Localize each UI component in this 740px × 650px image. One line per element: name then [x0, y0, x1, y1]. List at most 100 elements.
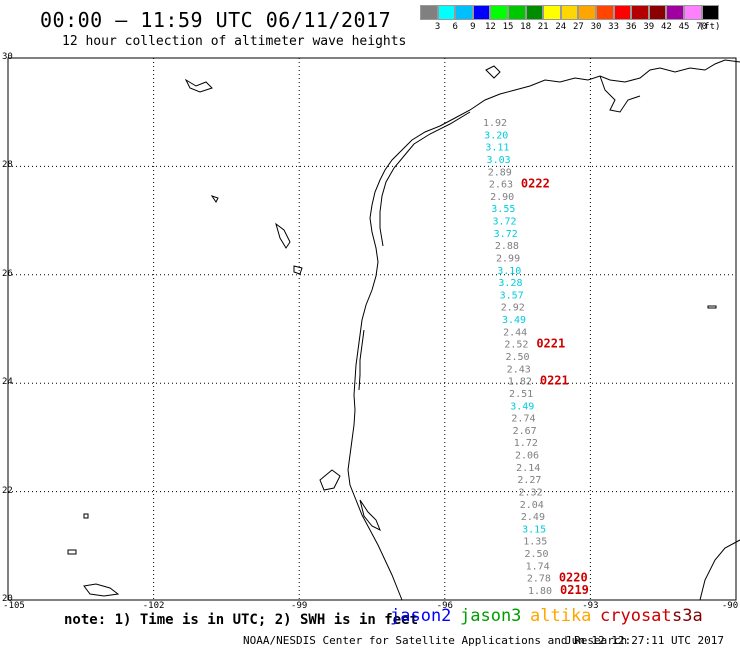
wave-height-value: 3.10: [497, 266, 521, 277]
legend-swatch: [613, 5, 632, 20]
legend-label: 9: [470, 22, 476, 32]
wave-height-value: 2.04: [520, 500, 544, 511]
wave-height-value: 2.14: [516, 463, 540, 474]
wave-height-value: 3.49: [502, 315, 526, 326]
footer-credit: NOAA/NESDIS Center for Satellite Applica…: [243, 634, 628, 647]
legend-unit: (ft): [698, 22, 721, 32]
footer-timestamp: Jun 12 12:27:11 UTC 2017: [565, 634, 724, 647]
wave-height-value: 2.44: [503, 327, 527, 338]
page-subtitle: 12 hour collection of altimeter wave hei…: [62, 34, 407, 49]
legend-swatch: [648, 5, 667, 20]
legend-label: 70: [696, 22, 708, 32]
longitude-label: -96: [436, 601, 453, 611]
satellite-jason3: jason3: [460, 606, 522, 626]
legend-label: 30: [590, 22, 602, 32]
lake-2: [275, 222, 291, 249]
wave-height-value: 2.99: [496, 253, 520, 264]
legend-swatch: [543, 5, 561, 20]
lake-8: [707, 305, 717, 309]
wave-height-value: 2.78: [527, 574, 551, 585]
legend-swatch: [666, 5, 684, 20]
legend-swatch: [472, 5, 491, 20]
satellite-altika: altika: [530, 606, 592, 626]
legend-label: 36: [625, 22, 637, 32]
legend-swatch: [490, 5, 508, 20]
wave-height-value: 2.50: [506, 352, 530, 363]
pass-time-label: 0221: [540, 374, 569, 388]
graticule: [8, 58, 736, 600]
longitude-label: -102: [142, 601, 165, 611]
wave-height-value: 1.35: [523, 537, 547, 548]
legend-label: 24: [555, 22, 567, 32]
legend-label: 15: [502, 22, 514, 32]
lake-4: [210, 195, 219, 203]
latitude-label: 26: [2, 268, 13, 279]
delta-outline: [599, 75, 641, 113]
wave-height-value: 2.27: [517, 475, 541, 486]
wave-height-value: 2.50: [524, 549, 548, 560]
legend-label: 12: [484, 22, 496, 32]
lake-6: [67, 549, 77, 555]
wave-height-value: 1.72: [514, 438, 538, 449]
inland-lakes: [67, 65, 717, 597]
wave-height-value: 2.92: [501, 303, 525, 314]
lake-9: [319, 469, 341, 491]
satellite-s3a: s3a: [672, 606, 703, 626]
lake-1: [184, 78, 213, 93]
wave-height-value: 3.15: [522, 524, 546, 535]
wave-height-value: 2.32: [519, 487, 543, 498]
wave-height-value: 1.80: [528, 586, 552, 597]
wave-height-value: 2.89: [488, 167, 512, 178]
legend-label: 6: [452, 22, 458, 32]
legend-swatch: [578, 5, 596, 20]
legend-swatch: [631, 5, 649, 20]
wave-height-value: 1.92: [483, 118, 507, 129]
wave-height-value: 3.49: [510, 401, 534, 412]
wave-height-value: 3.28: [498, 278, 522, 289]
legend-label: 27: [572, 22, 584, 32]
satellite-jason2: jason2: [390, 606, 452, 626]
wave-height-value: 3.72: [492, 217, 516, 228]
legend-swatch: [437, 5, 456, 20]
longitude-label: -93: [582, 601, 599, 611]
legend-swatch: [560, 5, 579, 20]
latitude-label: 30: [2, 52, 13, 62]
latitude-label: 24: [2, 377, 13, 388]
pass-time-label: 0222: [521, 177, 550, 191]
wave-height-value: 2.67: [513, 426, 537, 437]
legend-swatch: [683, 5, 702, 20]
wave-height-value: 2.52: [504, 340, 528, 351]
footer-note: note: 1) Time is in UTC; 2) SWH is in fe…: [64, 612, 419, 628]
legend-swatch: [701, 5, 720, 20]
wave-height-value: 2.90: [490, 192, 514, 203]
coastline: [347, 59, 740, 601]
page-title: 00:00 — 11:59 UTC 06/11/2017: [40, 8, 392, 32]
lake-7: [83, 513, 89, 519]
wave-height-value: 2.63: [489, 180, 513, 191]
pass-time-label: 0220: [559, 571, 588, 585]
legend-label: 45: [678, 22, 690, 32]
legend-label: 18: [520, 22, 532, 32]
wave-height-value: 3.55: [491, 204, 515, 215]
lake-3: [293, 265, 303, 275]
legend-swatch: [507, 5, 526, 20]
legend-swatch: [455, 5, 473, 20]
legend-swatch: [525, 5, 544, 20]
yucatan-coast: [699, 539, 740, 601]
longitude-label: -90: [721, 601, 739, 611]
gulf-coastline: [347, 59, 740, 601]
legend-label: 33: [608, 22, 620, 32]
pass-time-label: 0219: [560, 583, 589, 597]
latitude-label: 28: [2, 160, 13, 171]
wave-height-value: 3.11: [485, 143, 509, 154]
wave-height-value: 3.72: [494, 229, 518, 240]
color-legend: [420, 5, 720, 20]
wave-height-value: 2.74: [511, 414, 535, 425]
wave-height-value: 2.06: [515, 451, 539, 462]
legend-swatch: [595, 5, 614, 20]
wave-height-value: 2.88: [495, 241, 519, 252]
wave-height-value: 3.20: [484, 130, 508, 141]
pass-time-label: 0221: [536, 337, 565, 351]
latitude-label: 22: [2, 485, 13, 496]
